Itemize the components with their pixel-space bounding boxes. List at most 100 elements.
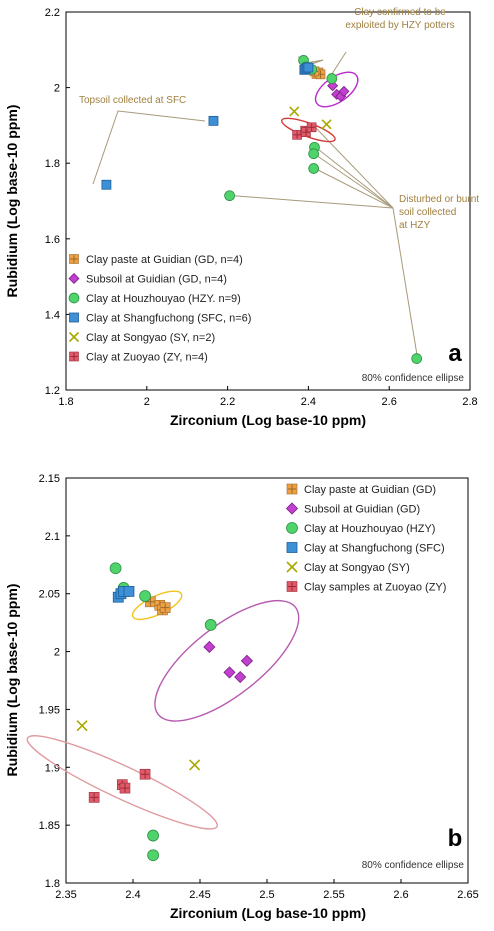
legend-label: Clay at Shangfuchong (SFC) — [304, 543, 445, 555]
y-tick-label: 2 — [54, 83, 60, 95]
legend-label: Clay at Houzhouyao (HZY) — [304, 523, 435, 535]
panel-b-plot-area — [65, 477, 469, 884]
data-point — [139, 590, 151, 602]
x-tick-label: 2.5 — [259, 889, 274, 901]
legend-label: Clay at Zuoyao (ZY, n=4) — [86, 352, 208, 364]
data-point — [308, 163, 320, 174]
data-point — [240, 654, 253, 667]
confirmed-clay-leader-line-4 — [329, 51, 347, 78]
x-tick-label: 2.6 — [382, 396, 397, 408]
data-point — [203, 640, 216, 654]
y-tick-label: 1.85 — [39, 820, 60, 832]
panel-a-x-axis-label: Zirconium (Log base-10 ppm) — [170, 412, 366, 428]
panel-a-x-ticks: 1.8 2 2.2 2.4 2.6 2.8 — [58, 386, 478, 408]
x-tick-label: 2.8 — [462, 396, 477, 408]
x-tick-label: 2.4 — [125, 889, 140, 901]
y-tick-label: 1.8 — [45, 158, 60, 170]
data-point — [208, 115, 219, 126]
legend-marker — [68, 272, 80, 285]
y-tick-label: 2 — [54, 647, 60, 659]
burnt-soil-annotation-line-1: Disturbed or burnt — [399, 194, 479, 205]
legend-label: Subsoil at Guidian (GD) — [304, 504, 420, 516]
x-tick-label: 2.35 — [55, 889, 76, 901]
panel-b-y-ticks: 1.8 1.85 1.9 1.95 2 2.05 2.1 2.15 — [39, 473, 70, 890]
data-point — [301, 127, 311, 138]
x-tick-label: 2.6 — [393, 889, 408, 901]
data-point — [147, 849, 160, 862]
data-point — [289, 106, 300, 117]
legend-label: Clay paste at Guidian (GD, n=4) — [86, 254, 243, 266]
legend-marker — [68, 292, 80, 304]
legend-label: Clay at Houzhouyao (HZY. n=9) — [86, 293, 241, 305]
data-point — [224, 190, 235, 202]
legend-marker — [69, 351, 79, 362]
data-point — [234, 670, 247, 684]
data-point — [139, 768, 151, 780]
legend-label: Clay at Shangfuchong (SFC, n=6) — [86, 313, 251, 325]
legend-marker — [286, 483, 298, 495]
legend-label: Clay at Songyao (SY) — [304, 562, 410, 574]
burnt-soil-leader-line-3 — [312, 152, 394, 209]
panel-a: 1.2 1.4 1.6 1.8 2 2.2 1.8 2 2.2 2.4 2.6 2.8 Topsoi… — [4, 7, 479, 428]
legend-marker — [69, 312, 79, 323]
data-point — [76, 720, 88, 732]
panel-b-x-axis-label: Zirconium (Log base-10 ppm) — [170, 905, 366, 921]
data-point — [411, 353, 423, 364]
data-point — [306, 122, 317, 133]
burnt-soil-annotation-line-3: at HZY — [399, 220, 430, 231]
burnt-soil-leader-line-4 — [313, 167, 394, 209]
confirmed-clay-annotation: Clay confirmed to be exploited by HZY po… — [345, 7, 454, 31]
data-point — [88, 792, 100, 803]
y-tick-label: 2.15 — [39, 473, 60, 485]
panel-b-footnote: 80% confidence ellipse — [362, 860, 465, 871]
x-tick-label: 2.55 — [323, 889, 344, 901]
panel-a-footnote: 80% confidence ellipse — [362, 373, 465, 384]
y-tick-label: 1.95 — [39, 704, 60, 716]
x-tick-label: 1.8 — [58, 396, 73, 408]
panel-a-plot-area — [65, 11, 471, 391]
topsoil-leader-line — [92, 110, 206, 185]
legend-marker — [286, 561, 298, 573]
data-point — [119, 782, 131, 794]
data-point — [101, 179, 112, 190]
legend-marker — [286, 542, 298, 553]
x-tick-label: 2.65 — [457, 889, 478, 901]
panel-b-label: b — [448, 825, 463, 852]
legend-marker — [68, 331, 80, 343]
data-point — [303, 62, 314, 73]
x-tick-label: 2 — [144, 396, 150, 408]
data-point — [109, 562, 122, 575]
legend-label: Clay samples at Zuoyao (ZY) — [304, 582, 446, 594]
y-tick-label: 2.2 — [45, 7, 60, 19]
legend-marker — [285, 502, 299, 515]
confidence-ellipse — [154, 599, 300, 722]
burnt-soil-annotation: Disturbed or burnt soil collected at HZY — [399, 194, 479, 231]
legend-marker — [286, 522, 298, 534]
panel-a-legend: Clay paste at Guidian (GD, n=4) Subsoil a… — [68, 254, 251, 364]
legend-marker — [69, 254, 79, 264]
confirmed-clay-annotation-line-2: exploited by HZY potters — [345, 20, 454, 31]
topsoil-annotation: Topsoil collected at SFC — [79, 95, 186, 106]
data-point — [123, 586, 135, 597]
data-point — [159, 602, 171, 613]
panel-a-y-ticks: 1.2 1.4 1.6 1.8 2 2.2 — [45, 7, 70, 397]
panel-b-y-axis-label: Rubidium (Log base-10 ppm) — [4, 584, 20, 777]
legend-label: Clay at Songyao (SY, n=2) — [86, 332, 215, 344]
confidence-ellipse — [26, 735, 218, 830]
burnt-soil-leader-line-6 — [392, 207, 418, 356]
y-tick-label: 1.6 — [45, 234, 60, 246]
confirmed-clay-annotation-line-1: Clay confirmed to be — [354, 7, 446, 18]
legend-marker — [286, 581, 298, 592]
burnt-soil-leader-line-5 — [223, 194, 394, 209]
panel-a-points — [101, 55, 423, 364]
x-tick-label: 2.45 — [189, 889, 210, 901]
legend-label: Clay paste at Guidian (GD) — [304, 484, 436, 496]
data-point — [292, 130, 302, 140]
data-point — [189, 759, 201, 771]
y-tick-label: 1.8 — [45, 878, 60, 890]
data-point — [223, 666, 236, 679]
y-tick-label: 1.9 — [45, 762, 60, 774]
panel-a-y-axis-label: Rubidium (Log base-10 ppm) — [4, 105, 20, 298]
